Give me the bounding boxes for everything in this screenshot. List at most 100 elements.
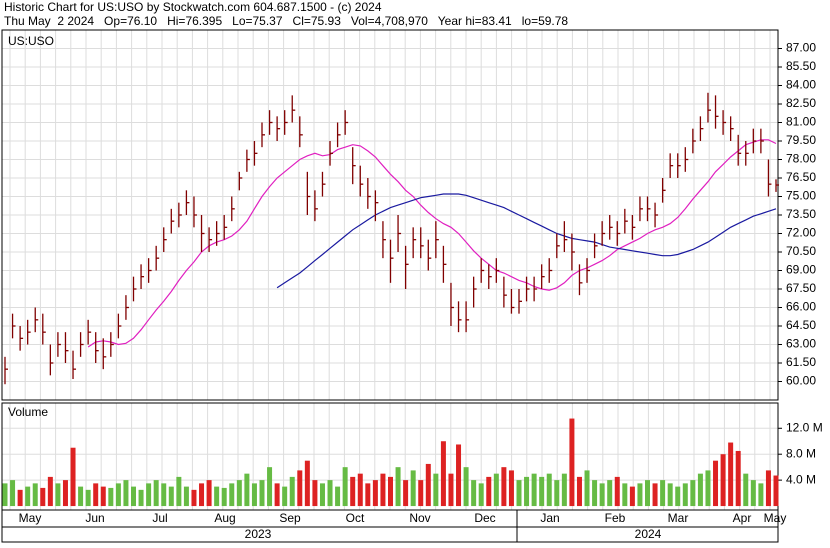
volume-bar	[2, 483, 8, 507]
y-tick-label: 72.00	[786, 226, 816, 240]
y-tick-label: 67.50	[786, 281, 816, 295]
volume-bar	[115, 483, 121, 507]
y-tick-label: 76.50	[786, 170, 816, 184]
volume-bar	[40, 487, 46, 507]
volume-bar	[501, 467, 507, 507]
volume-bar	[720, 454, 726, 507]
x-tick-label: Apr	[733, 511, 752, 525]
volume-bar	[78, 486, 84, 507]
x-tick-label: Aug	[214, 511, 235, 525]
volume-bar	[486, 476, 492, 507]
volume-bar	[539, 476, 545, 507]
volume-bar	[584, 470, 590, 507]
volume-bar	[304, 460, 310, 507]
volume-bar	[274, 483, 280, 507]
volume-bar	[62, 480, 68, 507]
volume-bar	[47, 476, 53, 507]
volume-bar	[569, 418, 575, 507]
y-tick-label: 64.50	[786, 318, 816, 332]
volume-bar	[312, 480, 318, 507]
volume-bar	[108, 487, 114, 507]
y-tick-label: 78.00	[786, 152, 816, 166]
x-tick-label: Feb	[605, 511, 626, 525]
volume-bar	[365, 483, 371, 507]
y-tick-label: 79.50	[786, 133, 816, 147]
volume-bar	[758, 483, 764, 507]
volume-bar	[214, 486, 220, 507]
y-tick-label: 66.00	[786, 300, 816, 314]
year-label: 2023	[245, 527, 272, 541]
volume-bar	[70, 447, 76, 507]
y-tick-label: 12.0 M	[786, 420, 823, 434]
moving-average-line	[276, 193, 777, 289]
volume-bar	[765, 470, 771, 507]
y-tick-label: 84.00	[786, 78, 816, 92]
volume-bar	[289, 476, 295, 507]
volume-bar	[622, 483, 628, 507]
grid	[2, 30, 778, 510]
volume-bar	[456, 444, 462, 507]
volume-bar	[199, 483, 205, 507]
y-tick-label: 70.50	[786, 244, 816, 258]
volume-bar	[403, 480, 409, 507]
y-tick-label: 85.50	[786, 59, 816, 73]
volume-bar	[440, 441, 446, 507]
volume-bar	[251, 483, 257, 507]
volume-label: Volume	[8, 405, 48, 419]
volume-bar	[335, 486, 341, 507]
volume-bar	[380, 473, 386, 507]
volume-bar	[607, 480, 613, 507]
volume-bar	[531, 473, 537, 507]
volume-bar	[728, 442, 734, 507]
x-tick-label: May	[764, 511, 787, 525]
volume-bar	[267, 467, 273, 507]
volume-bar	[168, 486, 174, 507]
y-tick-label: 75.00	[786, 189, 816, 203]
volume-bar	[524, 476, 530, 507]
x-tick-label: Jul	[152, 511, 167, 525]
volume-bar	[675, 486, 681, 507]
volume-bar	[750, 480, 756, 507]
volume-bar	[146, 483, 152, 507]
year-label: 2024	[635, 527, 662, 541]
volume-bar	[191, 489, 197, 507]
y-tick-label: 87.00	[786, 41, 816, 55]
volume-bar	[433, 473, 439, 507]
volume-bar	[161, 483, 167, 507]
header-quote: Thu May 2 2024 Op=76.10 Hi=76.395 Lo=75.…	[4, 14, 568, 28]
y-tick-label: 73.50	[786, 207, 816, 221]
volume-bar	[357, 473, 363, 507]
volume-bar	[244, 473, 250, 507]
volume-bar	[282, 486, 288, 507]
volume-bar	[645, 480, 650, 507]
volume-bar	[236, 480, 242, 507]
volume-bar	[183, 486, 189, 507]
volume-bar	[493, 473, 499, 507]
header-title: Historic Chart for US:USO by Stockwatch.…	[4, 0, 382, 14]
volume-bar	[629, 486, 635, 507]
volume-bar	[554, 480, 560, 507]
y-tick-label: 63.00	[786, 337, 816, 351]
volume-bar	[660, 480, 666, 507]
volume-bar	[221, 487, 227, 507]
volume-bar	[350, 476, 356, 507]
volume-bar	[319, 483, 325, 507]
y-tick-label: 8.0 M	[786, 446, 816, 460]
x-tick-label: Dec	[474, 511, 495, 525]
volume-bar	[131, 486, 136, 507]
volume-bar	[652, 483, 658, 507]
volume-bar	[229, 483, 235, 507]
volume-bar	[516, 480, 522, 507]
volume-bar	[176, 476, 182, 507]
volume-bar	[327, 480, 333, 507]
volume-bar	[55, 483, 61, 507]
volume-bar	[410, 470, 416, 507]
volume-bar	[614, 476, 620, 507]
volume-bar	[690, 480, 696, 507]
volume-bar	[599, 483, 605, 507]
x-tick-label: Nov	[409, 511, 430, 525]
volume-bar	[705, 470, 711, 507]
volume-bar	[667, 483, 673, 507]
